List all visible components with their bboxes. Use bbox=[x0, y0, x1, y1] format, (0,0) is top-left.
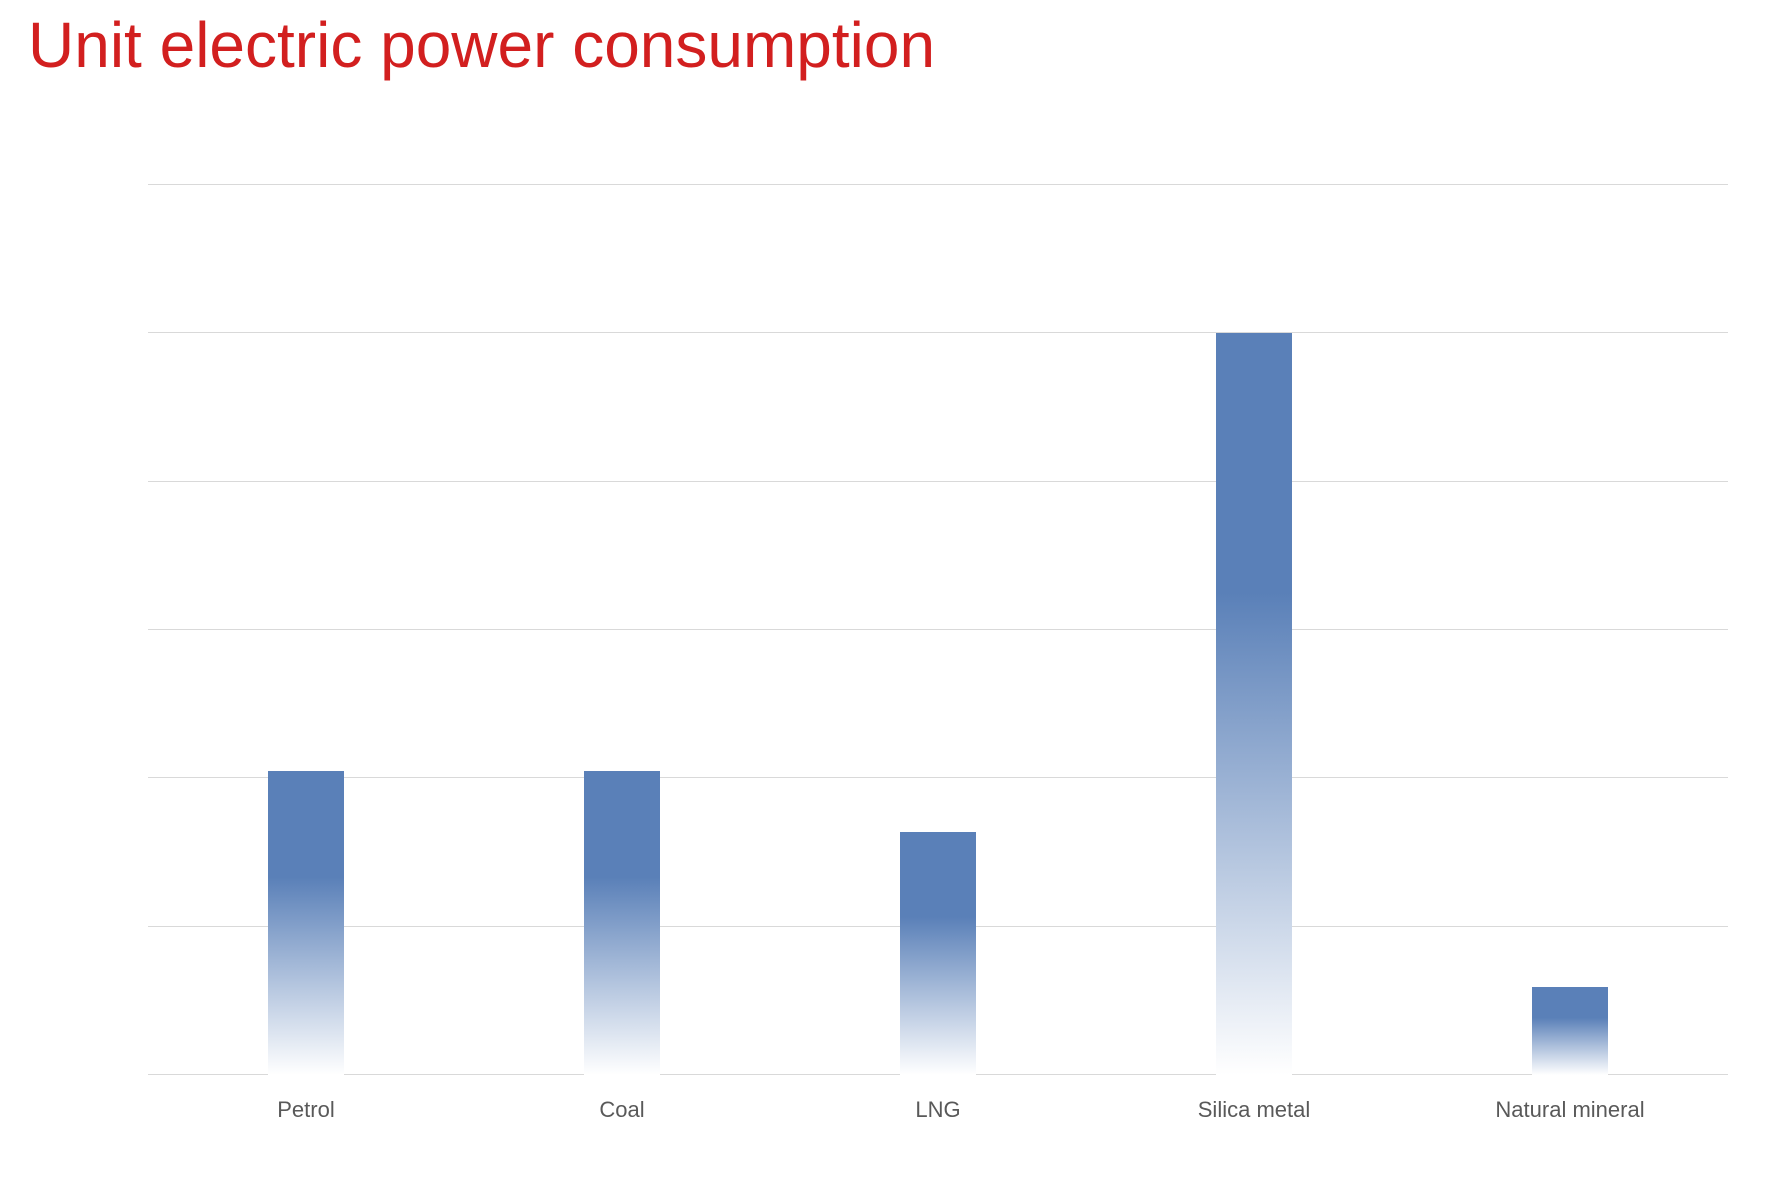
bar bbox=[900, 832, 976, 1075]
x-axis-label: Coal bbox=[599, 1097, 644, 1123]
bar bbox=[1216, 333, 1292, 1075]
bar bbox=[268, 771, 344, 1075]
bars-container bbox=[148, 185, 1728, 1075]
slide: Unit electric power consumption Petrol Co… bbox=[0, 0, 1774, 1198]
bar bbox=[584, 771, 660, 1075]
x-axis-label: Silica metal bbox=[1198, 1097, 1310, 1123]
plot-region bbox=[148, 185, 1728, 1075]
x-axis-label: Petrol bbox=[277, 1097, 334, 1123]
bar bbox=[1532, 987, 1608, 1075]
x-axis-label: Natural mineral bbox=[1495, 1097, 1644, 1123]
chart-area: Petrol Coal LNG Silica metal Natural mineral bbox=[148, 185, 1728, 1129]
chart-title: Unit electric power consumption bbox=[28, 8, 935, 82]
x-axis-label: LNG bbox=[915, 1097, 960, 1123]
